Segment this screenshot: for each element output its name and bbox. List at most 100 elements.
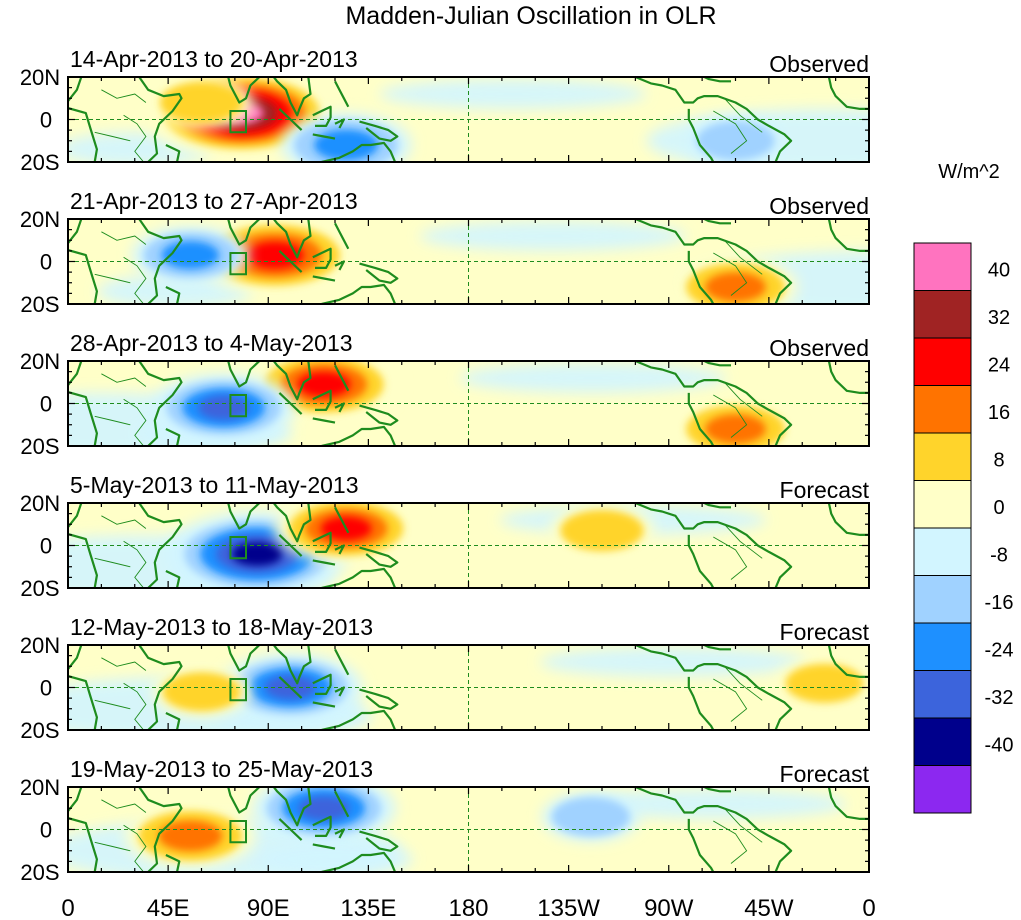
coastline (312, 389, 332, 411)
country-border (724, 97, 763, 133)
y-tick-label: 20S (20, 718, 59, 743)
country-border (94, 131, 131, 142)
country-border (94, 841, 131, 852)
coastlines (68, 503, 869, 588)
coastline (165, 286, 181, 304)
coastline (686, 503, 731, 509)
colorbar-swatch (913, 527, 972, 576)
coastline (687, 676, 715, 730)
y-tick-label: 20N (20, 207, 60, 232)
colorbar-label: -16 (985, 592, 1014, 614)
x-tick-label: 45W (744, 895, 794, 920)
coastline (68, 77, 98, 162)
country-border (94, 415, 131, 426)
coastline (138, 645, 183, 730)
colorbar-label: 8 (993, 450, 1004, 472)
panel-stack: 14-Apr-2013 to 20-Apr-2013 Observed 20N 0 20… (20, 46, 870, 885)
coastline (312, 247, 332, 269)
background-band (379, 79, 647, 109)
anomaly-contour (551, 797, 630, 837)
coastline (827, 503, 869, 536)
background-band (257, 842, 413, 872)
coastline (312, 105, 332, 127)
panel-period: 21-Apr-2013 to 27-Apr-2013 (70, 188, 358, 214)
coastline (687, 534, 715, 588)
coastline (687, 392, 715, 446)
coastline (272, 645, 312, 685)
coastline (334, 364, 350, 392)
anomaly-contour (158, 820, 223, 852)
coastline (165, 144, 181, 162)
coastline (334, 80, 350, 108)
country-border (94, 557, 131, 568)
panel-type: Forecast (780, 477, 870, 503)
y-tick-label: 20N (20, 633, 60, 658)
coastline (138, 361, 183, 446)
coastline (321, 283, 397, 304)
x-tick-label: 180 (448, 895, 488, 920)
coastline (334, 506, 350, 534)
country-border (713, 536, 748, 580)
coastlines (68, 645, 869, 730)
x-axis: 0 45E 90E 135E 180 135W 90W 45W 0 (61, 895, 875, 920)
background-band (459, 363, 727, 393)
x-tick-label: 45E (147, 895, 190, 920)
background-band (579, 789, 847, 819)
x-tick-label: 90E (247, 895, 290, 920)
panel-period: 12-May-2013 to 18-May-2013 (70, 614, 373, 640)
panel-period: 5-May-2013 to 11-May-2013 (70, 472, 359, 498)
panel-type: Forecast (780, 619, 870, 645)
panel-5: 12-May-2013 to 18-May-2013 Forecast 20N 0 20… (20, 614, 870, 743)
colorbar-label: 32 (988, 307, 1010, 329)
coastline (321, 709, 397, 730)
index-box (229, 252, 248, 276)
y-tick-label: 20S (20, 576, 59, 601)
anomaly-contour (560, 510, 644, 552)
coastlines (68, 361, 869, 446)
coastline (165, 428, 181, 446)
country-border (724, 665, 763, 701)
coastline (272, 787, 312, 827)
coastline (68, 219, 98, 304)
coastline (165, 854, 181, 872)
coastline (359, 404, 399, 426)
anomaly-contour (785, 663, 864, 703)
background-band (96, 274, 253, 304)
coastline (634, 219, 793, 304)
country-border (101, 515, 147, 529)
panel-1: 14-Apr-2013 to 20-Apr-2013 Observed 20N 0 20… (20, 46, 870, 175)
coastline (687, 818, 715, 872)
coastlines (68, 77, 869, 162)
country-border (123, 540, 147, 588)
coastline (165, 712, 181, 730)
coastline (272, 361, 312, 401)
coastline (634, 787, 793, 872)
coastline (138, 219, 183, 304)
coastline (634, 77, 793, 162)
coastline (827, 645, 869, 678)
index-box (229, 820, 248, 844)
colorbar-swatch (913, 622, 972, 671)
chart-title: Madden-Julian Oscillation in OLR (345, 2, 716, 30)
coastline (272, 219, 312, 259)
coastline (827, 77, 869, 110)
colorbar-swatch (913, 717, 972, 766)
index-box (229, 536, 248, 560)
y-tick-label: 20N (20, 775, 60, 800)
country-border (101, 373, 147, 387)
y-tick-label: 0 (40, 250, 52, 275)
index-box (229, 110, 248, 134)
index-box (229, 394, 248, 418)
y-tick-label: 0 (40, 392, 52, 417)
coastline (138, 787, 183, 872)
panel-period: 14-Apr-2013 to 20-Apr-2013 (70, 46, 358, 72)
country-border (94, 699, 131, 710)
colorbar-swatch (913, 242, 972, 291)
colorbar: 40 32 24 16 8 0 -8 -16 -24 -32 -40 (913, 242, 1014, 814)
coastline (194, 503, 261, 530)
coastline (686, 77, 731, 83)
colorbar-label: 40 (988, 260, 1010, 282)
colorbar-label: -8 (990, 545, 1008, 567)
coastline (321, 425, 397, 446)
coastlines (68, 787, 869, 872)
